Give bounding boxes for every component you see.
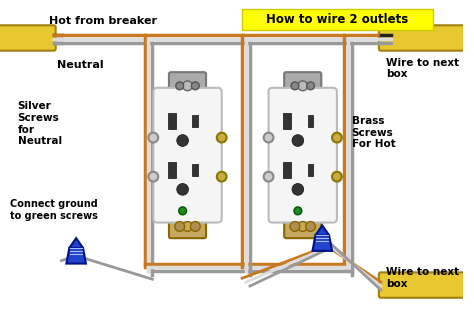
- Circle shape: [175, 222, 184, 231]
- Bar: [308, 164, 313, 176]
- Circle shape: [264, 133, 273, 142]
- FancyBboxPatch shape: [284, 72, 321, 96]
- Text: Silver
Screws
for
Neutral: Silver Screws for Neutral: [18, 101, 62, 146]
- Bar: [168, 162, 176, 178]
- Circle shape: [217, 172, 227, 182]
- Circle shape: [191, 222, 200, 231]
- Circle shape: [291, 82, 299, 90]
- Text: Hot from breaker: Hot from breaker: [48, 16, 156, 26]
- Bar: [308, 115, 313, 127]
- Circle shape: [292, 135, 304, 146]
- FancyBboxPatch shape: [269, 88, 337, 223]
- Circle shape: [292, 184, 304, 195]
- FancyBboxPatch shape: [379, 25, 465, 51]
- Text: Neutral: Neutral: [56, 60, 103, 71]
- Polygon shape: [66, 248, 86, 264]
- Circle shape: [298, 222, 308, 231]
- Circle shape: [177, 184, 189, 195]
- Text: Wire to next
box: Wire to next box: [386, 267, 459, 289]
- Circle shape: [332, 133, 342, 142]
- Bar: [192, 115, 198, 127]
- Circle shape: [298, 81, 308, 91]
- Circle shape: [290, 222, 300, 231]
- Circle shape: [182, 81, 192, 91]
- Bar: [283, 113, 291, 129]
- Circle shape: [264, 172, 273, 182]
- Text: Wire to next
box: Wire to next box: [386, 58, 459, 79]
- Circle shape: [148, 172, 158, 182]
- Bar: [242, 9, 433, 30]
- Circle shape: [332, 172, 342, 182]
- Circle shape: [177, 135, 189, 146]
- Polygon shape: [69, 238, 83, 248]
- Circle shape: [176, 82, 183, 90]
- Bar: [168, 113, 176, 129]
- FancyBboxPatch shape: [169, 215, 206, 238]
- Circle shape: [182, 222, 192, 231]
- Circle shape: [294, 207, 302, 215]
- Circle shape: [179, 207, 187, 215]
- Circle shape: [148, 133, 158, 142]
- Text: Connect ground
to green screws: Connect ground to green screws: [10, 199, 98, 221]
- Circle shape: [191, 82, 199, 90]
- Polygon shape: [312, 235, 332, 251]
- Polygon shape: [315, 226, 329, 235]
- Circle shape: [217, 133, 227, 142]
- Text: Brass
Screws
For Hot: Brass Screws For Hot: [352, 116, 395, 149]
- FancyBboxPatch shape: [153, 88, 222, 223]
- Circle shape: [306, 222, 315, 231]
- FancyBboxPatch shape: [169, 72, 206, 96]
- Bar: [283, 162, 291, 178]
- FancyBboxPatch shape: [284, 215, 321, 238]
- Bar: [192, 164, 198, 176]
- Text: How to wire 2 outlets: How to wire 2 outlets: [266, 13, 408, 26]
- FancyBboxPatch shape: [0, 25, 55, 51]
- Circle shape: [307, 82, 314, 90]
- FancyBboxPatch shape: [379, 272, 465, 298]
